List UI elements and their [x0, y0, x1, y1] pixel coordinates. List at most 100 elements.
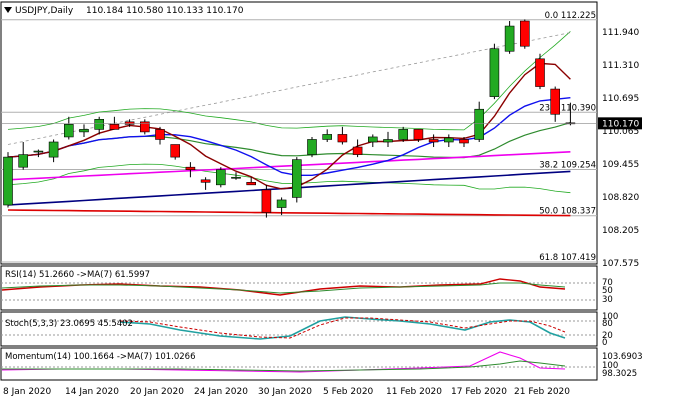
candle	[79, 124, 89, 137]
stoch-panel	[0, 311, 598, 347]
rsi-tick: 30	[602, 295, 613, 305]
candle-body	[3, 156, 13, 206]
symbol-label: USDJPY,Daily	[15, 6, 74, 16]
stoch-label: Stoch(5,3,3) 23.0695 45.5402	[5, 319, 133, 329]
candle	[200, 177, 211, 190]
candle-body	[413, 129, 424, 140]
candle-body	[170, 144, 180, 158]
current-price-label: 110.170	[602, 119, 639, 129]
candle	[48, 139, 59, 163]
candle	[322, 129, 333, 142]
date-label: 5 Feb 2020	[323, 387, 374, 397]
candle-body	[307, 139, 317, 155]
candle-body	[474, 108, 485, 140]
candle	[246, 177, 256, 186]
candle-body	[64, 124, 74, 138]
candle	[185, 162, 196, 178]
candle-body	[504, 25, 515, 52]
candle-body	[261, 189, 272, 213]
momentum-panel	[0, 347, 598, 381]
candle-body	[322, 134, 333, 140]
candle	[261, 184, 272, 218]
candle-body	[398, 129, 409, 140]
candle	[276, 197, 287, 216]
price-tick: 109.455	[602, 160, 639, 170]
rsi-indicator: RSI(14) 51.2660 ->MA(7) 61.5997 70 50 30	[1, 270, 613, 305]
candle	[216, 167, 226, 188]
candle-body	[140, 121, 150, 133]
candle-body	[79, 129, 89, 133]
candle	[504, 21, 515, 54]
header: USDJPY,Daily 110.184 110.580 110.133 110…	[4, 6, 244, 16]
candle	[550, 86, 561, 122]
candle-body	[33, 150, 44, 153]
momentum-tick: 98.3025	[602, 369, 637, 379]
candle-body	[185, 166, 196, 171]
ma-darkred-line	[7, 62, 571, 190]
candle	[398, 126, 409, 142]
candle	[291, 157, 302, 203]
date-label: 14 Jan 2020	[65, 387, 119, 397]
price-tick: 110.695	[602, 94, 639, 104]
candle	[3, 152, 13, 208]
candle	[383, 131, 393, 148]
candle	[367, 134, 378, 148]
fib-label: 38.2 109.254	[539, 161, 596, 171]
candle-body	[489, 48, 500, 97]
candles	[1, 19, 597, 218]
candle	[64, 116, 74, 140]
candle	[519, 19, 530, 49]
date-label: 21 Feb 2020	[514, 387, 570, 397]
ohlc-values: 110.184 110.580 110.133 110.170	[86, 6, 244, 16]
fib-label: 0.0 112.225	[545, 11, 596, 21]
candle	[140, 119, 150, 135]
candle-body	[443, 137, 454, 143]
candle-body	[352, 146, 363, 155]
candle-body	[428, 139, 439, 143]
momentum-indicator: Momentum(14) 100.1664 ->MA(7) 101.0266 1…	[1, 351, 643, 379]
price-axis: 111.940 111.310 110.695 110.065 109.455 …	[598, 28, 642, 269]
candle	[94, 116, 104, 135]
candle	[33, 149, 44, 158]
candle	[170, 144, 180, 160]
candle	[474, 101, 485, 142]
price-tick: 111.940	[602, 28, 639, 38]
stoch-indicator: Stoch(5,3,3) 23.0695 45.5402 100 80 20 0	[1, 312, 618, 348]
candle-body	[367, 136, 378, 143]
stoch-tick: 80	[602, 319, 613, 329]
candle	[337, 126, 348, 145]
triangle-down-icon[interactable]	[4, 7, 12, 13]
candle-body	[291, 159, 302, 198]
fib-label: 61.8 107.419	[539, 253, 596, 263]
momentum-tick: 103.6903	[602, 352, 643, 362]
rsi-label: RSI(14) 51.2660 ->MA(7) 61.5997	[5, 270, 150, 280]
date-label: 11 Feb 2020	[386, 387, 442, 397]
candle	[489, 43, 500, 100]
stoch-tick: 0	[602, 338, 607, 348]
price-tick: 110.065	[602, 127, 639, 137]
x-axis: 8 Jan 2020 14 Jan 2020 20 Jan 2020 24 Ja…	[3, 387, 570, 397]
price-tick: 107.575	[602, 259, 639, 269]
candle	[18, 141, 29, 170]
candle-body	[519, 20, 530, 47]
candle	[413, 129, 424, 142]
rsi-tick: 70	[602, 278, 613, 288]
candle	[352, 139, 363, 158]
candle-body	[94, 119, 104, 130]
bollinger-upper	[7, 31, 571, 131]
ma-red-line	[7, 209, 571, 217]
candle-body	[276, 199, 287, 208]
ma-magenta-line	[7, 151, 571, 181]
date-label: 8 Jan 2020	[3, 387, 51, 397]
candle	[459, 136, 469, 148]
date-label: 17 Feb 2020	[451, 387, 507, 397]
candle	[155, 126, 165, 145]
candle-body	[337, 134, 348, 143]
stoch-tick: 100	[602, 312, 618, 322]
candle-body	[459, 139, 469, 144]
candle	[428, 134, 439, 148]
date-label: 20 Jan 2020	[130, 387, 184, 397]
candle-body	[200, 179, 211, 183]
candle-body	[231, 176, 241, 179]
